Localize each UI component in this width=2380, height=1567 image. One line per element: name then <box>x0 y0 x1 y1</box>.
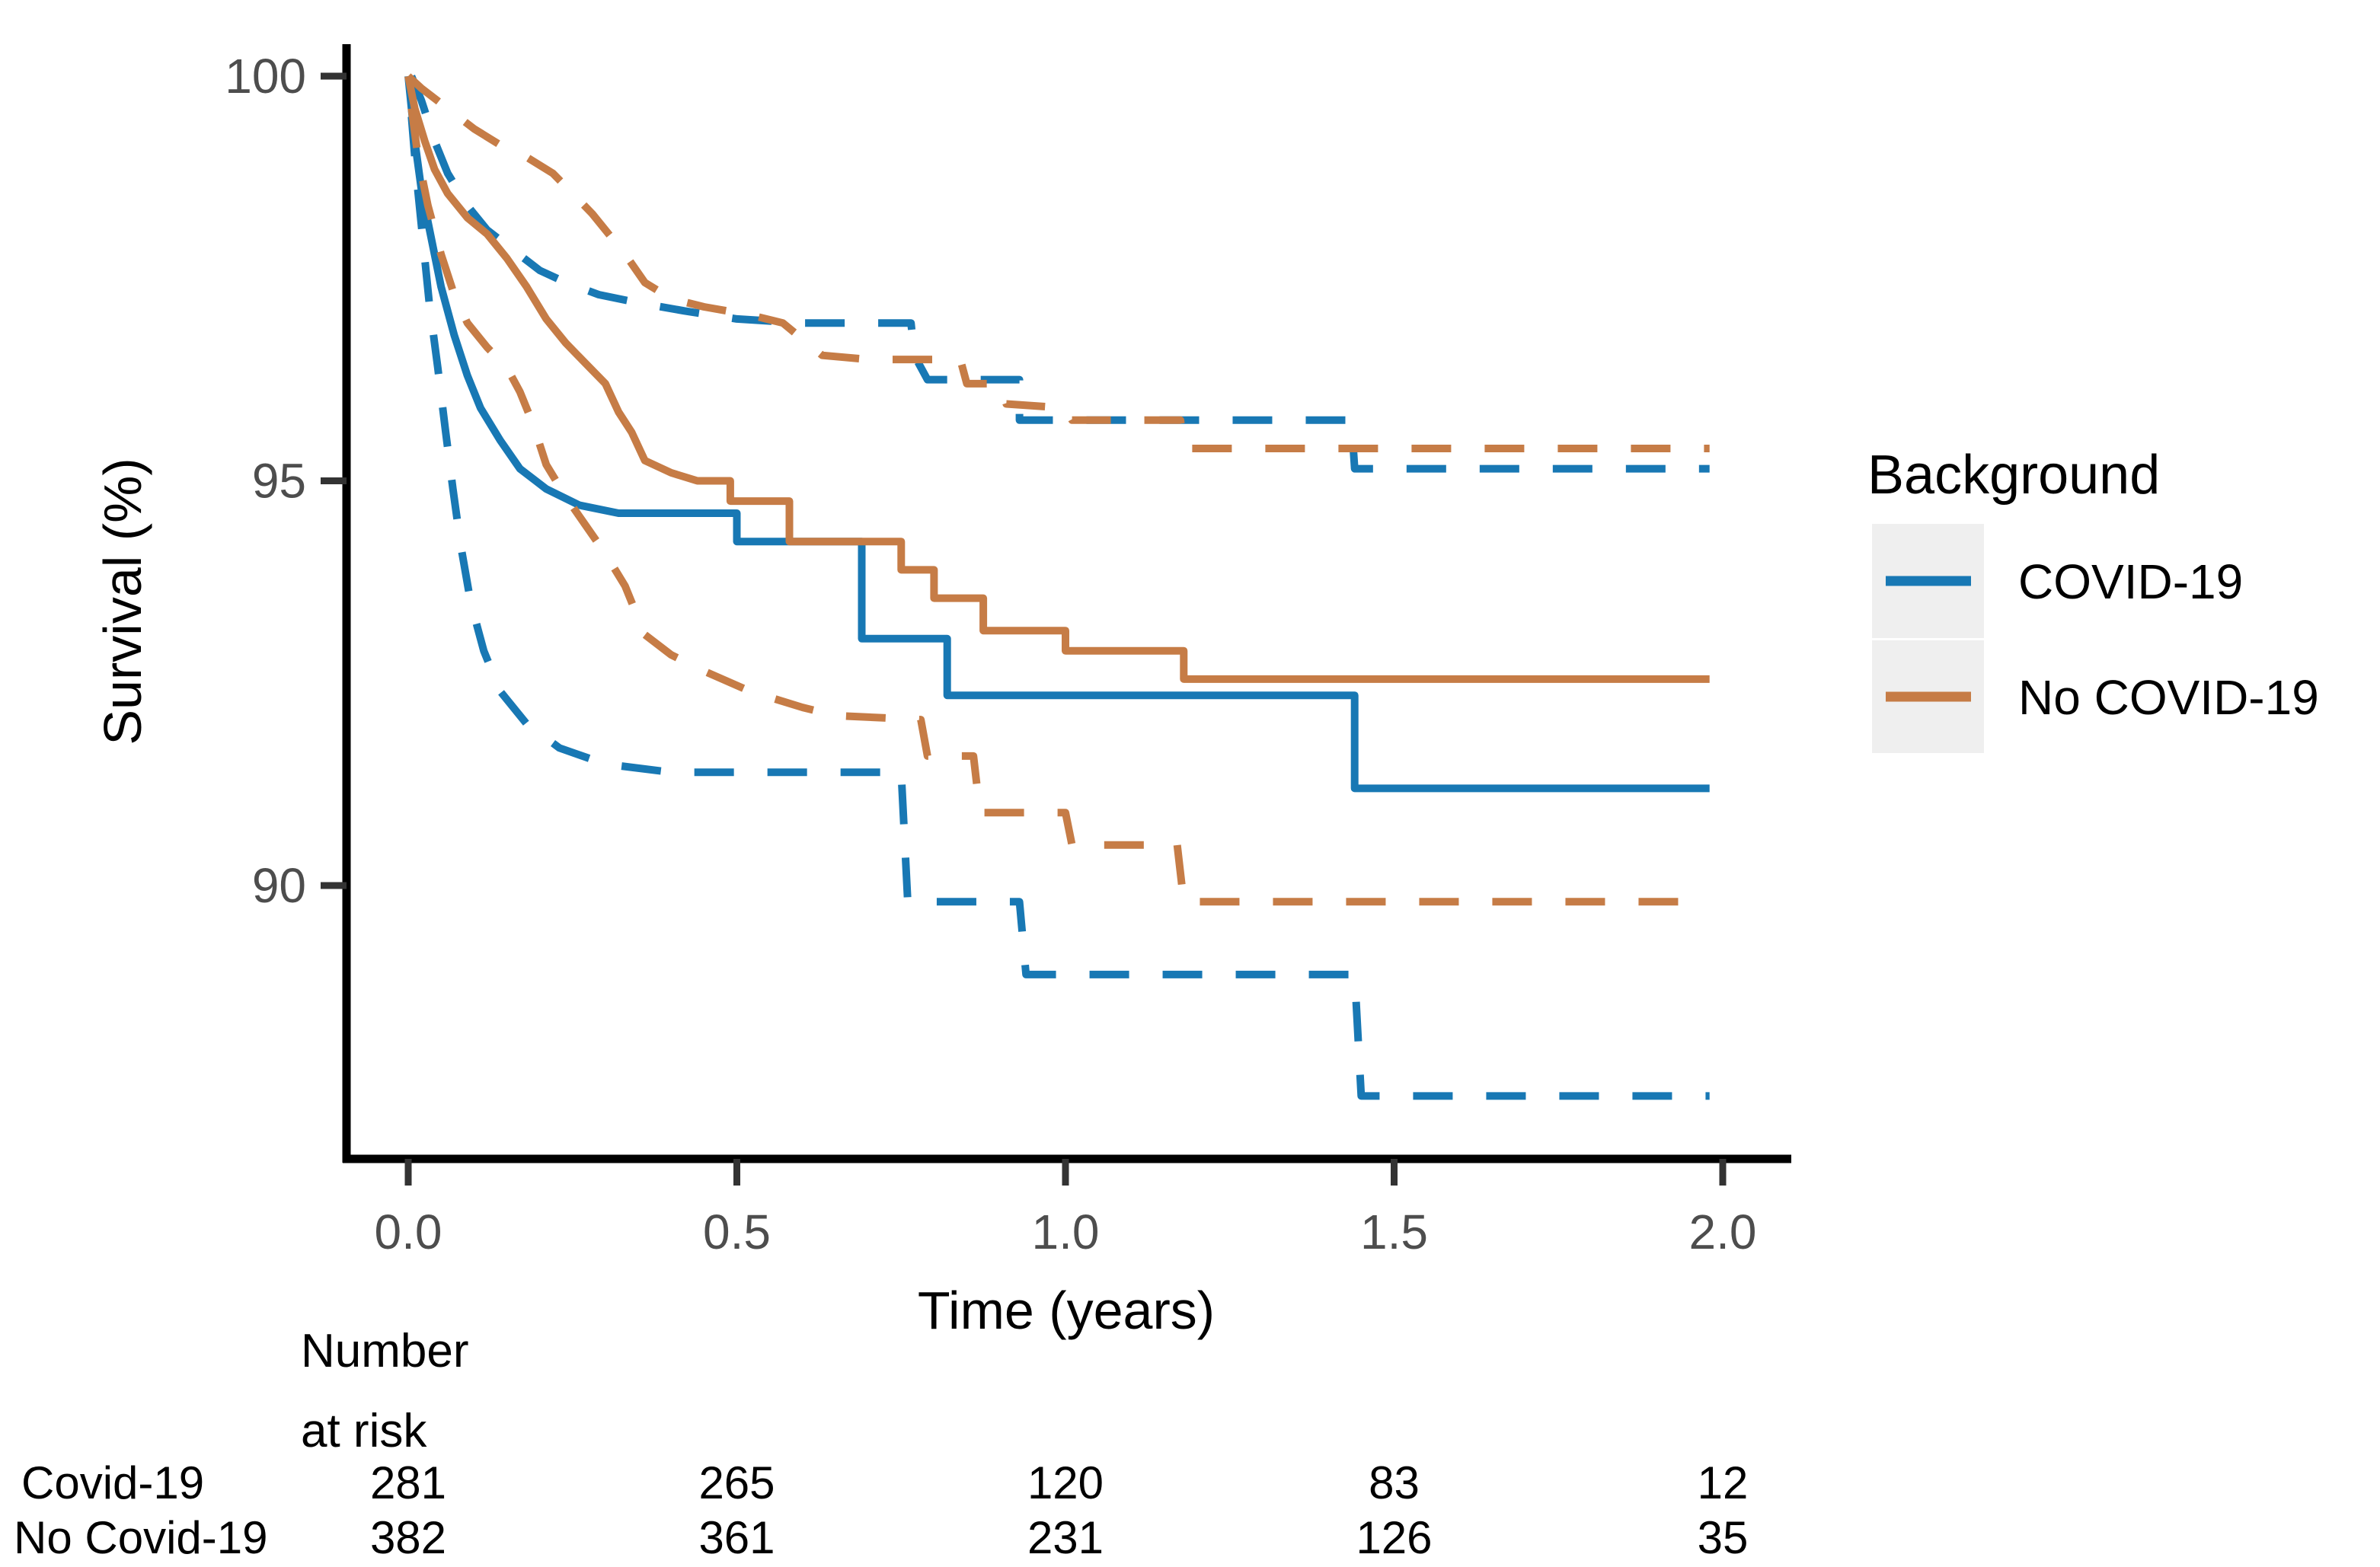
risk-row-label-covid19: Covid-19 <box>21 1457 204 1508</box>
risk-value-row1-t0: 281 <box>370 1457 446 1508</box>
x-tick-label: 1.0 <box>1032 1205 1100 1259</box>
risk-value-row2-t2: 35 <box>1698 1512 1749 1563</box>
x-tick-label: 0.5 <box>703 1205 771 1259</box>
risk-value-row1-t0.5: 265 <box>698 1457 775 1508</box>
risk-table-header-line2: at risk <box>301 1405 427 1457</box>
km-curve-no-covid-19 <box>404 75 1710 683</box>
y-tick-label: 95 <box>252 454 306 509</box>
km-curve-covid-19 <box>404 75 1710 793</box>
risk-table-row-labels: Covid-19 No Covid-19 <box>14 1457 268 1563</box>
km-curve-covid-19-lower-95-ci <box>407 116 1710 1100</box>
y-axis-title: Survival (%) <box>93 458 152 745</box>
y-tick-label: 90 <box>252 858 306 913</box>
x-tick-label: 0.0 <box>375 1205 442 1259</box>
legend-label-covid19: COVID-19 <box>2018 554 2243 609</box>
risk-table-header-line1: Number <box>301 1325 469 1377</box>
legend: Background COVID-19 No COVID-19 <box>1867 445 2319 753</box>
risk-value-row1-t1.5: 83 <box>1369 1457 1420 1508</box>
legend-label-no-covid19: No COVID-19 <box>2018 670 2319 725</box>
y-axis-ticks: 100 95 90 <box>225 49 347 913</box>
y-tick-label: 100 <box>225 49 306 104</box>
x-axis-ticks: 0.0 0.5 1.0 1.5 2.0 <box>375 1159 1757 1259</box>
risk-value-row2-t0: 382 <box>370 1512 446 1563</box>
km-curve-no-covid-19-lower-95-ci <box>407 107 1710 906</box>
legend-title: Background <box>1867 445 2160 506</box>
risk-value-row2-t1: 231 <box>1027 1512 1104 1563</box>
risk-value-row1-t2: 12 <box>1698 1457 1749 1508</box>
x-axis-title: Time (years) <box>918 1281 1215 1340</box>
risk-table-values: 281 265 120 83 12 382 361 231 126 35 <box>370 1457 1748 1563</box>
risk-row-label-no-covid19: No Covid-19 <box>14 1512 268 1563</box>
risk-value-row2-t1.5: 126 <box>1356 1512 1432 1563</box>
axes <box>342 44 1791 1163</box>
km-curve-covid-19-upper-95-ci <box>407 75 1710 473</box>
risk-value-row1-t1: 120 <box>1027 1457 1104 1508</box>
x-tick-label: 2.0 <box>1689 1205 1757 1259</box>
km-curve-no-covid-19-upper-95-ci <box>405 73 1710 452</box>
risk-table-header: Number at risk <box>301 1325 469 1457</box>
risk-value-row2-t0.5: 361 <box>698 1512 775 1563</box>
x-tick-label: 1.5 <box>1360 1205 1428 1259</box>
km-curves <box>404 73 1710 1100</box>
